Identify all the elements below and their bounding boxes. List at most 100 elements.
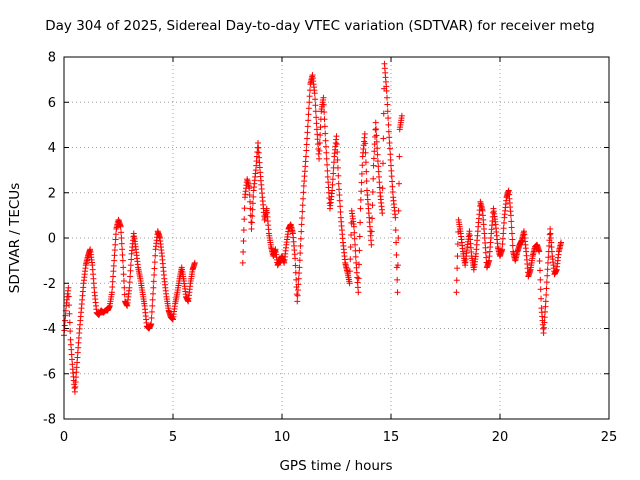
trace-point [127,273,134,280]
trace-point [317,132,324,139]
trace-point [119,251,126,258]
data-point [329,187,336,194]
trace-point [148,314,155,321]
trace-point [249,213,256,220]
trace-point [111,247,118,254]
trace-point [375,163,382,170]
trace-point [292,262,299,269]
trace-point [325,184,332,191]
trace-point [67,328,74,335]
x-tick-label: 0 [60,430,68,445]
data-point [239,259,246,266]
trace-point [121,291,128,298]
trace-point [368,228,375,235]
trace-point [312,108,319,115]
data-point [191,259,198,266]
trace-point [304,135,311,142]
trace-point [127,267,134,274]
x-tick-label: 15 [383,430,400,445]
trace-point [358,188,365,195]
data-point [394,289,401,296]
trace-point [348,231,355,238]
y-tick-label: 0 [48,232,56,247]
trace-point [500,225,507,232]
x-axis-label: GPS time / hours [279,458,392,474]
trace-point [356,233,363,240]
chart-title: Day 304 of 2025, Sidereal Day-to-day VTE… [45,18,595,34]
trace-point [389,178,396,185]
trace-point [66,319,73,326]
data-point [398,112,405,119]
trace-point [337,203,344,210]
data-point [374,158,381,165]
trace-point [126,279,133,286]
trace-point [151,271,158,278]
trace-point [296,257,303,264]
trace-point [545,254,552,261]
trace-point [150,290,157,297]
trace-point [296,270,303,277]
data-point [536,248,543,255]
trace-point [454,265,461,272]
trace-point [324,167,331,174]
trace-point [509,242,516,249]
trace-point [297,235,304,242]
trace-point [305,111,312,118]
trace-point [385,121,392,128]
trace-point [363,178,370,185]
trace-point [356,247,363,254]
data-point [316,155,323,162]
trace-point [298,228,305,235]
trace-point [247,198,254,205]
trace-point [336,186,343,193]
data-point [385,128,392,135]
trace-point [453,277,460,284]
y-tick-label: 2 [48,186,56,201]
trace-point [363,168,370,175]
trace-point [393,239,400,246]
data-point [335,180,342,187]
trace-point [304,129,311,136]
trace-point [297,242,304,249]
data-point [294,298,301,305]
trace-point [65,293,72,300]
data-point [298,221,305,228]
trace-point [333,141,340,148]
trace-point [387,156,394,163]
data-point [542,298,549,305]
data-point [108,289,115,296]
trace-point [120,271,127,278]
trace-point [536,258,543,265]
data-point [350,223,357,230]
trace-point [306,93,313,100]
trace-point [312,102,319,109]
trace-point [540,324,547,331]
trace-point [306,99,313,106]
trace-point [330,170,337,177]
trace-point [249,200,256,207]
trace-point [335,172,342,179]
data-point [333,133,340,140]
trace-point [380,110,387,117]
trace-point [316,139,323,146]
trace-point [386,145,393,152]
trace-point [150,278,157,285]
trace-point [395,180,402,187]
plot-frame [63,56,610,420]
y-tick-label: 6 [48,96,56,111]
trace-point [118,229,125,236]
trace-point [320,101,327,108]
trace-point [373,132,380,139]
trace-point [325,189,332,196]
data-point [296,264,303,271]
trace-point [347,244,354,251]
trace-point [500,219,507,226]
data-point [65,284,72,291]
trace-point [380,160,387,167]
trace-point [394,276,401,283]
trace-point [546,231,553,238]
trace-point [372,126,379,133]
grid-lines [64,57,609,419]
axis-ticks: 0 5 10 15 20 25 -8 -6 -4 -2 0 2 4 6 8 [43,51,617,446]
